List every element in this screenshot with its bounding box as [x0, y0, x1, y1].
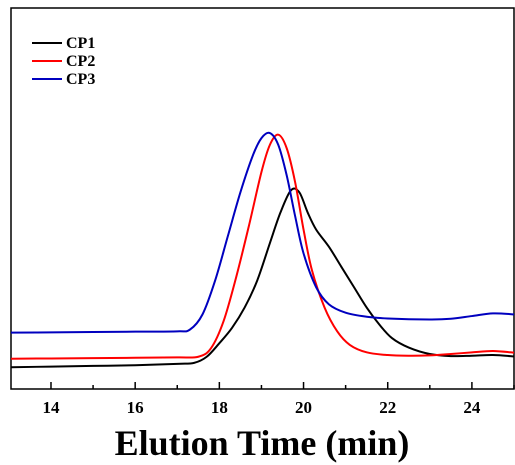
x-tick-label: 22 — [379, 398, 396, 417]
x-tick-label: 16 — [127, 398, 144, 417]
x-tick-label: 20 — [295, 398, 312, 417]
legend-label-cp1: CP1 — [66, 35, 95, 52]
x-axis-ticks — [50, 382, 515, 389]
x-tick-label: 24 — [463, 398, 481, 417]
plot-frame — [10, 7, 515, 390]
series-line-cp1 — [10, 187, 515, 369]
legend-label-cp3: CP3 — [66, 71, 95, 88]
x-tick-label: 14 — [42, 398, 60, 417]
x-axis-label: Elution Time (min) — [115, 423, 410, 463]
legend-label-cp2: CP2 — [66, 53, 95, 70]
series-curves — [10, 131, 515, 369]
series-line-cp3 — [10, 131, 515, 334]
x-tick-label: 18 — [211, 398, 228, 417]
series-line-cp2 — [10, 133, 515, 360]
x-axis-tick-labels: 14 16 18 20 22 24 — [42, 398, 480, 417]
